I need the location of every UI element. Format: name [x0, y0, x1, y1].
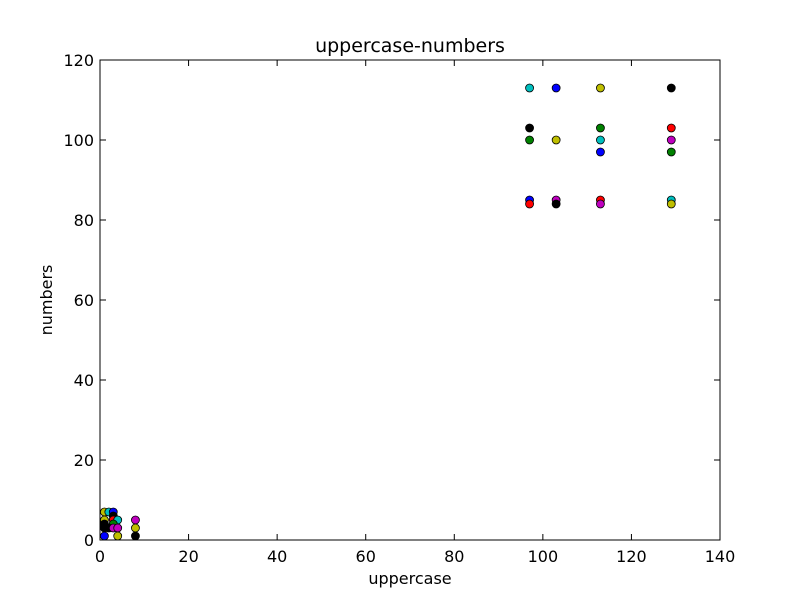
x-tick-label: 100	[528, 547, 559, 566]
scatter-point	[551, 135, 561, 145]
y-axis-label: numbers	[37, 265, 56, 336]
scatter-point	[596, 147, 605, 157]
x-tick-label: 20	[178, 547, 198, 566]
scatter-point	[666, 147, 676, 157]
scatter-point	[596, 83, 605, 93]
scatter-point	[131, 515, 140, 525]
y-tick-label: 40	[74, 371, 94, 390]
scatter-point	[666, 83, 676, 93]
y-tick-label: 0	[84, 531, 94, 550]
scatter-point	[551, 83, 561, 93]
y-tick-label: 60	[74, 291, 94, 310]
scatter-point	[131, 523, 140, 533]
scatter-point	[596, 123, 605, 133]
scatter-point	[666, 199, 676, 209]
scatter-point	[596, 199, 605, 209]
x-tick-label: 0	[95, 547, 105, 566]
scatter-point	[525, 135, 534, 145]
y-tick-label: 80	[74, 211, 94, 230]
scatter-point	[525, 199, 534, 209]
scatter-point	[551, 199, 561, 209]
scatter-point	[113, 523, 123, 533]
ticks-layer: 0 20 40 60 80 100 120 140 0 20 40 60 80 100 120	[63, 51, 735, 566]
scatter-point	[666, 135, 676, 145]
scatter-point	[666, 123, 676, 133]
x-tick-label: 80	[444, 547, 464, 566]
scatter-point	[100, 531, 109, 541]
x-tick-label: 40	[267, 547, 287, 566]
x-tick-label: 120	[616, 547, 647, 566]
x-tick-label: 60	[356, 547, 376, 566]
points-layer	[100, 83, 676, 541]
x-axis-label: uppercase	[368, 569, 451, 588]
x-tick-label: 140	[705, 547, 736, 566]
scatter-point	[596, 135, 605, 145]
y-tick-label: 20	[74, 451, 94, 470]
chart-title: uppercase-numbers	[315, 35, 505, 57]
scatter-point	[131, 531, 140, 541]
y-tick-label: 120	[63, 51, 94, 70]
scatter-point	[113, 531, 123, 541]
y-tick-label: 100	[63, 131, 94, 150]
plot-frame	[99, 59, 721, 541]
scatter-point	[525, 123, 534, 133]
scatter-point	[525, 83, 534, 93]
